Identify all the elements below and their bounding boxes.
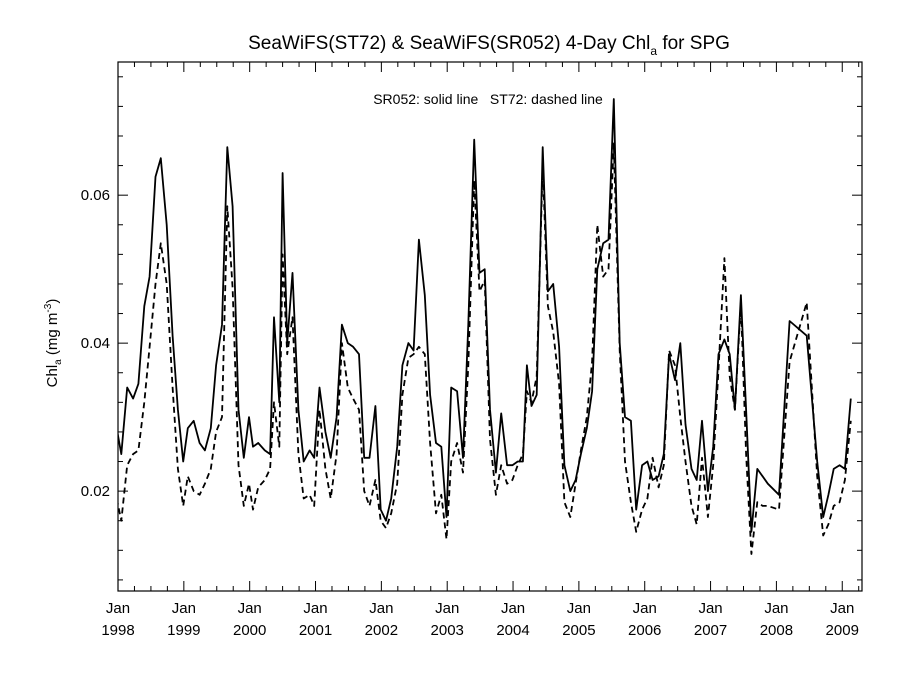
x-tick-label-year: 2000 xyxy=(233,622,266,639)
chart-title: SeaWiFS(ST72) & SeaWiFS(SR052) 4-Day Chl… xyxy=(248,33,730,58)
y-tick-label: 0.06 xyxy=(81,187,110,204)
plot-frame xyxy=(117,61,863,592)
axis-ticks: 0.02 0.04 0.06 Jan 1998 Jan 1999 Jan 2000 Jan 2001… xyxy=(81,62,862,639)
x-tick-label-month: Jan xyxy=(567,600,591,617)
x-tick-label-year: 2006 xyxy=(628,622,661,639)
x-tick-label-month: Jan xyxy=(303,600,327,617)
x-tick-label-month: Jan xyxy=(633,600,657,617)
x-tick-label-month: Jan xyxy=(435,600,459,617)
x-tick-label-month: Jan xyxy=(501,600,525,617)
y-tick-label: 0.02 xyxy=(81,483,110,500)
x-tick-label-year: 2004 xyxy=(496,622,529,639)
x-tick-label-year: 2005 xyxy=(562,622,595,639)
y-axis-label: Chla (mg m-3) xyxy=(43,299,64,388)
y-tick-label: 0.04 xyxy=(81,335,110,352)
x-tick-label-year: 1998 xyxy=(101,622,134,639)
x-tick-label-month: Jan xyxy=(764,600,788,617)
x-tick-label-year: 2007 xyxy=(694,622,727,639)
x-tick-label-month: Jan xyxy=(172,600,196,617)
x-tick-label-year: 2009 xyxy=(826,622,859,639)
x-tick-label-month: Jan xyxy=(369,600,393,617)
x-tick-label-month: Jan xyxy=(698,600,722,617)
x-tick-label-month: Jan xyxy=(106,600,130,617)
series-line-st72 xyxy=(118,142,852,555)
series-lines xyxy=(118,98,852,555)
x-tick-label-year: 2002 xyxy=(365,622,398,639)
x-tick-label-year: 2008 xyxy=(760,622,793,639)
x-tick-label-month: Jan xyxy=(830,600,854,617)
series-line-sr052 xyxy=(118,98,852,533)
x-tick-label-year: 2003 xyxy=(431,622,464,639)
x-tick-label-month: Jan xyxy=(238,600,262,617)
x-tick-label-year: 2001 xyxy=(299,622,332,639)
legend-annotation: SR052: solid line ST72: dashed line xyxy=(373,91,603,107)
x-tick-label-year: 1999 xyxy=(167,622,200,639)
